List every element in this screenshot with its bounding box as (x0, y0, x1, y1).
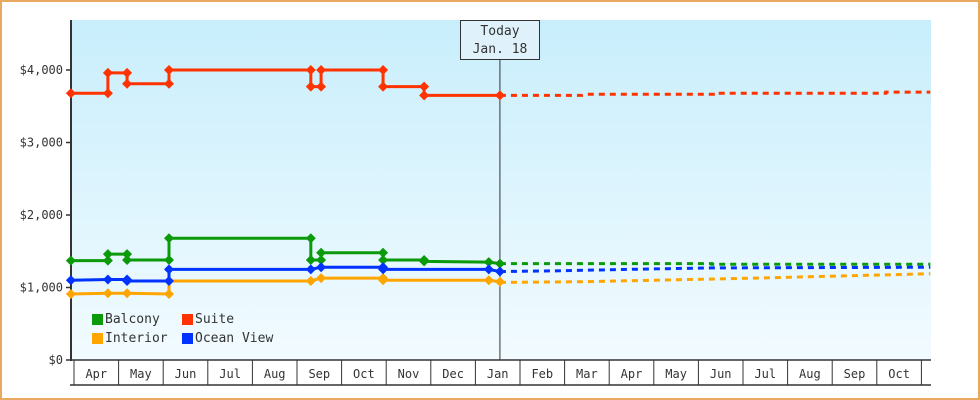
data-point-interior (122, 288, 133, 299)
data-point-balcony (305, 254, 316, 265)
data-point-suite (122, 67, 133, 78)
x-tick-label: Aug (264, 367, 286, 381)
y-tick-label: $0 (49, 353, 63, 367)
data-point-suite (378, 65, 389, 75)
data-point-ocean-view (122, 275, 133, 286)
data-point-balcony (378, 247, 389, 258)
data-point-suite (102, 67, 113, 78)
x-tick-label: May (130, 367, 152, 381)
data-point-suite (305, 81, 316, 92)
forecast-line-suite (499, 90, 931, 97)
legend-label: Interior (105, 331, 168, 346)
data-point-ocean-view (65, 275, 76, 286)
legend-swatch (182, 314, 193, 325)
data-point-suite (102, 88, 113, 99)
data-point-ocean-view (494, 266, 505, 277)
x-tick-label: Jan (487, 367, 509, 381)
data-point-balcony (102, 249, 113, 260)
legend-swatch (92, 314, 103, 325)
x-tick-label: Mar (576, 367, 598, 381)
data-point-suite (65, 88, 76, 99)
legend-item-interior: Interior (92, 331, 182, 346)
data-point-suite (163, 65, 174, 75)
legend-swatch (182, 333, 193, 344)
x-tick-label: Oct (353, 367, 375, 381)
y-tick-label: $1,000 (20, 281, 63, 295)
data-point-ocean-view (102, 274, 113, 285)
data-point-balcony (316, 254, 327, 265)
data-point-interior (316, 273, 327, 284)
x-tick-label: Apr (85, 367, 107, 381)
legend-swatch (92, 333, 103, 344)
legend-item-ocean-view: Ocean View (182, 331, 292, 346)
data-point-balcony (378, 254, 389, 265)
y-tick-label: $3,000 (20, 136, 63, 150)
x-tick-label: Sep (844, 367, 866, 381)
legend-item-balcony: Balcony (92, 312, 182, 327)
data-point-ocean-view (163, 264, 174, 275)
data-point-interior (102, 288, 113, 299)
data-point-balcony (65, 255, 76, 266)
today-marker-label: Today Jan. 18 (460, 20, 540, 60)
legend-item-suite: Suite (182, 312, 292, 327)
data-point-suite (163, 78, 174, 89)
x-tick-label: Jun (175, 367, 197, 381)
data-point-interior (378, 275, 389, 286)
data-point-balcony (122, 249, 133, 260)
x-tick-label: Aug (799, 367, 821, 381)
data-point-suite (419, 81, 430, 92)
today-label: Today (480, 24, 520, 39)
x-tick-label: Feb (531, 367, 553, 381)
data-point-balcony (316, 247, 327, 258)
x-tick-label: Jul (754, 367, 776, 381)
data-point-balcony (122, 254, 133, 265)
data-point-balcony (163, 254, 174, 265)
data-point-suite (378, 81, 389, 92)
data-point-interior (483, 275, 494, 286)
data-point-balcony (163, 233, 174, 244)
data-point-interior (494, 276, 505, 287)
x-tick-label: Nov (398, 367, 420, 381)
x-tick-label: Dec (442, 367, 464, 381)
forecast-line-interior (499, 272, 931, 284)
data-point-ocean-view (305, 264, 316, 275)
x-tick-label: Sep (308, 367, 330, 381)
data-point-suite (122, 78, 133, 89)
data-point-balcony (102, 255, 113, 266)
forecast-line-balcony (499, 262, 931, 266)
legend: Balcony Suite Interior Ocean View (92, 312, 292, 346)
data-point-ocean-view (316, 262, 327, 273)
legend-label: Ocean View (195, 331, 274, 346)
x-tick-label: Jul (219, 367, 241, 381)
y-tick-label: $4,000 (20, 63, 63, 77)
data-point-suite (316, 65, 327, 75)
data-point-ocean-view (483, 264, 494, 275)
data-point-balcony (305, 233, 316, 244)
data-point-balcony (483, 257, 494, 268)
today-date: Jan. 18 (472, 42, 528, 57)
x-tick-label: May (665, 367, 687, 381)
x-tick-label: Apr (621, 367, 643, 381)
forecast-line-ocean-view (499, 265, 931, 274)
x-tick-label: Jun (710, 367, 732, 381)
data-point-suite (305, 65, 316, 75)
series-line-suite (70, 68, 500, 97)
data-point-suite (494, 90, 505, 101)
data-point-interior (163, 289, 174, 300)
data-point-suite (316, 81, 327, 92)
legend-label: Balcony (105, 312, 160, 327)
plot-area (71, 20, 931, 360)
data-point-suite (419, 90, 430, 101)
data-point-balcony (494, 258, 505, 269)
x-tick-label: Oct (888, 367, 910, 381)
data-point-interior (65, 289, 76, 300)
data-point-balcony (419, 256, 430, 267)
data-point-ocean-view (378, 264, 389, 275)
data-point-interior (305, 275, 316, 286)
legend-label: Suite (195, 312, 235, 327)
y-tick-label: $2,000 (20, 208, 63, 222)
data-point-ocean-view (163, 275, 174, 286)
